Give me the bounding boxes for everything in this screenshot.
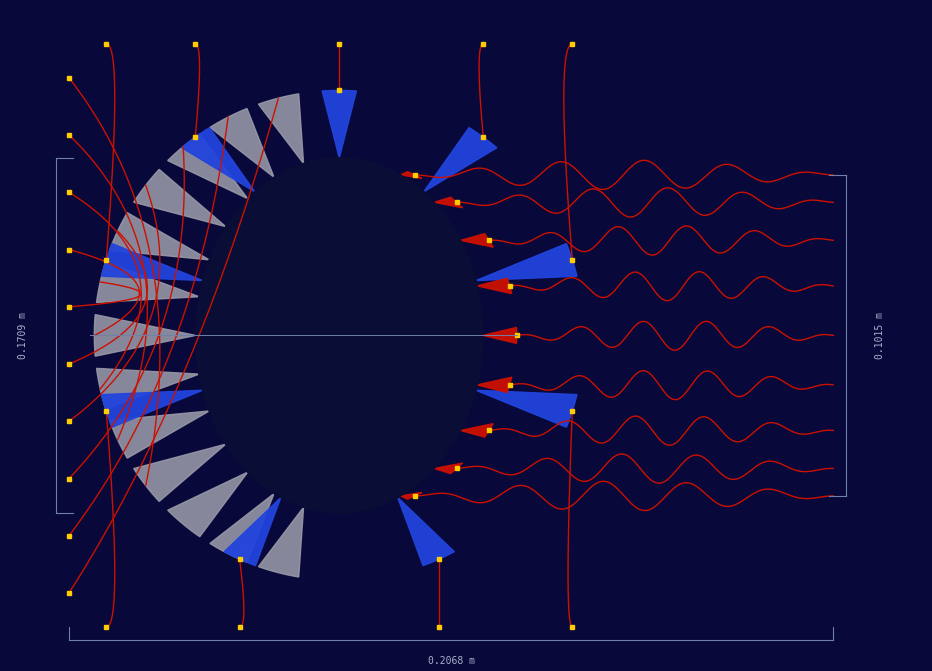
Polygon shape — [97, 368, 199, 409]
Polygon shape — [110, 213, 210, 260]
Polygon shape — [196, 158, 483, 513]
Polygon shape — [258, 507, 304, 577]
Text: 0.2068 m: 0.2068 m — [428, 656, 474, 666]
Polygon shape — [210, 493, 274, 562]
Polygon shape — [110, 411, 210, 458]
Polygon shape — [102, 244, 202, 280]
Polygon shape — [168, 472, 248, 537]
Polygon shape — [133, 169, 226, 227]
Polygon shape — [434, 463, 462, 474]
Text: 4.5739 lambdaD: 4.5739 lambdaD — [266, 318, 341, 327]
Polygon shape — [322, 91, 356, 158]
Polygon shape — [460, 234, 493, 247]
Polygon shape — [477, 377, 512, 393]
Polygon shape — [476, 244, 577, 280]
Polygon shape — [210, 109, 274, 177]
Polygon shape — [94, 315, 196, 356]
Polygon shape — [133, 444, 226, 501]
Polygon shape — [102, 391, 202, 427]
Polygon shape — [168, 134, 248, 199]
Polygon shape — [483, 327, 516, 344]
Polygon shape — [401, 493, 422, 499]
Polygon shape — [424, 127, 497, 192]
Polygon shape — [477, 278, 512, 294]
Polygon shape — [225, 497, 281, 566]
Text: 0.1709 m: 0.1709 m — [18, 312, 28, 359]
Polygon shape — [196, 158, 483, 513]
Text: 0.1015 m: 0.1015 m — [875, 312, 884, 359]
Polygon shape — [434, 197, 462, 208]
Polygon shape — [182, 127, 254, 192]
Polygon shape — [401, 172, 422, 178]
Polygon shape — [258, 94, 304, 164]
Polygon shape — [398, 497, 454, 566]
Polygon shape — [476, 391, 577, 427]
Polygon shape — [196, 158, 483, 513]
Polygon shape — [97, 262, 199, 303]
Polygon shape — [460, 423, 493, 437]
